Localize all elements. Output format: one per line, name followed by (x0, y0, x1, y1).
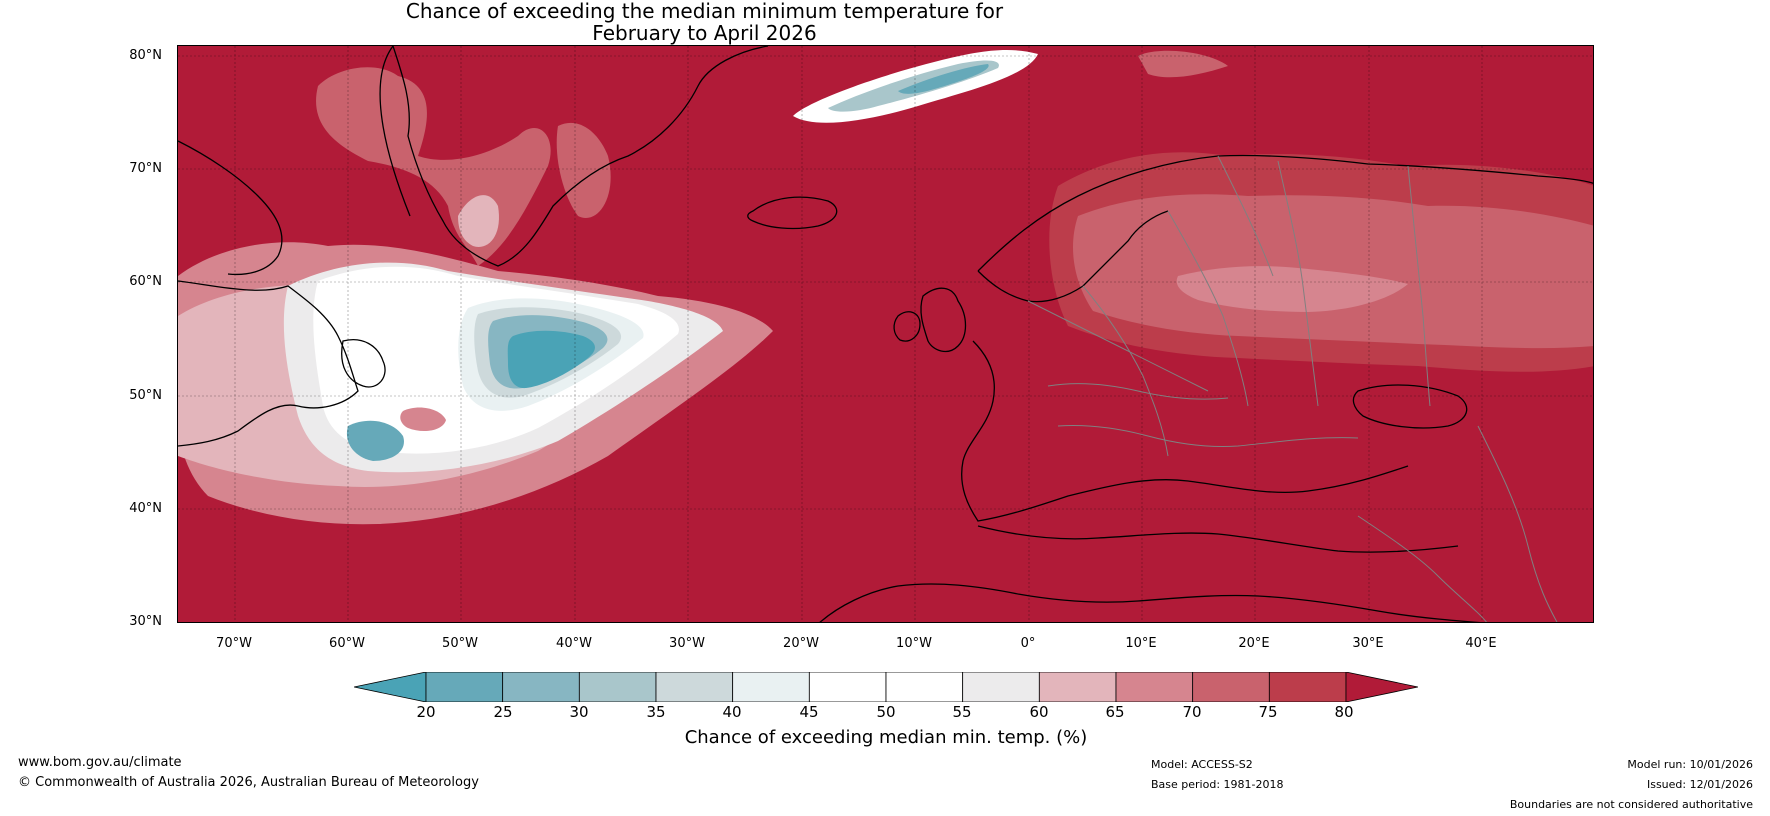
forecast-map (177, 45, 1594, 623)
graticule (178, 46, 1593, 622)
colorbar-tick-45: 45 (799, 703, 819, 721)
coastlines (178, 46, 1593, 622)
colorbar-tick-35: 35 (646, 703, 666, 721)
colorbar-extend-high (1345, 672, 1418, 702)
colorbar-tick-80: 80 (1334, 703, 1354, 721)
lon-label-10w: 10°W (896, 636, 932, 651)
lon-label-30w: 30°W (669, 636, 705, 651)
newfoundland-coastline (341, 339, 386, 388)
lon-label-50w: 50°W (442, 636, 478, 651)
lat-label-40n: 40°N (129, 501, 162, 516)
colorbar-segment (1268, 672, 1347, 702)
southwest-cold-anomaly (346, 420, 404, 461)
lat-label-60n: 60°N (129, 274, 162, 289)
colorbar-extend-low (354, 672, 427, 702)
colorbar-tick-65: 65 (1105, 703, 1125, 721)
lon-label-20w: 20°W (783, 636, 819, 651)
colorbar-tick-55: 55 (952, 703, 972, 721)
colorbar-tick-70: 70 (1182, 703, 1202, 721)
colorbar (354, 672, 1418, 702)
country-borders (1027, 155, 1558, 622)
scandinavia-coastline (977, 154, 1593, 272)
footer-model: Model: ACCESS-S2 (1151, 758, 1253, 771)
colorbar-tick-20: 20 (416, 703, 436, 721)
colorbar-segment (1038, 672, 1117, 702)
colorbar-tick-75: 75 (1258, 703, 1278, 721)
iceland-coastline (747, 196, 838, 230)
svalbard-anomaly-area (1138, 50, 1228, 78)
colorbar-label: Chance of exceeding median min. temp. (%… (684, 727, 1088, 748)
footer-issued: Issued: 12/01/2026 (1646, 778, 1753, 791)
north-africa-coastline (819, 583, 1481, 622)
eastern-europe-anomaly-mid (1073, 194, 1593, 349)
footer-base-period: Base period: 1981-2018 (1151, 778, 1284, 791)
map-title-line2: February to April 2026 (592, 21, 817, 45)
colorbar-segment (962, 672, 1040, 702)
black-sea-coastline (1352, 384, 1468, 429)
canada-coastline (178, 280, 359, 447)
lon-label-40e: 40°E (1465, 636, 1497, 651)
arctic-cold-anomaly-core (898, 64, 989, 94)
europe-coastline (961, 340, 1409, 522)
lon-label-30e: 30°E (1352, 636, 1384, 651)
lon-label-10e: 10°E (1125, 636, 1157, 651)
lat-label-80n: 80°N (129, 48, 162, 63)
ireland-coastline (893, 311, 921, 342)
southwest-warm-spot (400, 407, 446, 432)
colorbar-segment (425, 672, 504, 702)
eastern-europe-anomaly-light (1176, 266, 1408, 312)
footer-disclaimer: Boundaries are not considered authoritat… (1509, 798, 1753, 811)
uk-coastline (920, 287, 967, 353)
colorbar-tick-30: 30 (569, 703, 589, 721)
colorbar-tick-25: 25 (493, 703, 513, 721)
footer-copyright: © Commonwealth of Australia 2026, Austra… (18, 775, 479, 790)
lat-label-50n: 50°N (129, 388, 162, 403)
colorbar-segment (578, 672, 657, 702)
map-title-line1: Chance of exceeding the median minimum t… (405, 0, 1004, 23)
lon-label-20e: 20°E (1238, 636, 1270, 651)
colorbar-segment (1192, 672, 1270, 702)
footer-model-run: Model run: 10/01/2026 (1627, 758, 1753, 771)
lat-label-30n: 30°N (129, 614, 162, 629)
colorbar-segment (808, 672, 887, 702)
colorbar-segment (655, 672, 734, 702)
greenland-east-anomaly-area (556, 122, 611, 218)
colorbar-tick-50: 50 (876, 703, 896, 721)
colorbar-segment (732, 672, 810, 702)
lon-label-40w: 40°W (556, 636, 592, 651)
lon-label-0: 0° (1020, 636, 1036, 651)
colorbar-segment (1115, 672, 1194, 702)
colorbar-tick-40: 40 (722, 703, 742, 721)
greenland-west-coast (379, 46, 411, 217)
forecast-map-svg (178, 46, 1593, 622)
colorbar-segment (502, 672, 580, 702)
colorbar-segment (885, 672, 964, 702)
mediterranean-coastline (977, 525, 1459, 553)
greenland-light-area (458, 195, 499, 247)
lon-label-60w: 60°W (329, 636, 365, 651)
colorbar-tick-60: 60 (1029, 703, 1049, 721)
lat-label-70n: 70°N (129, 161, 162, 176)
atlantic-anomaly-cold (507, 330, 595, 389)
greenland-coastline (392, 46, 769, 267)
footer-website: www.bom.gov.au/climate (18, 755, 182, 770)
lon-label-70w: 70°W (216, 636, 252, 651)
baffin-coastline (178, 140, 283, 276)
